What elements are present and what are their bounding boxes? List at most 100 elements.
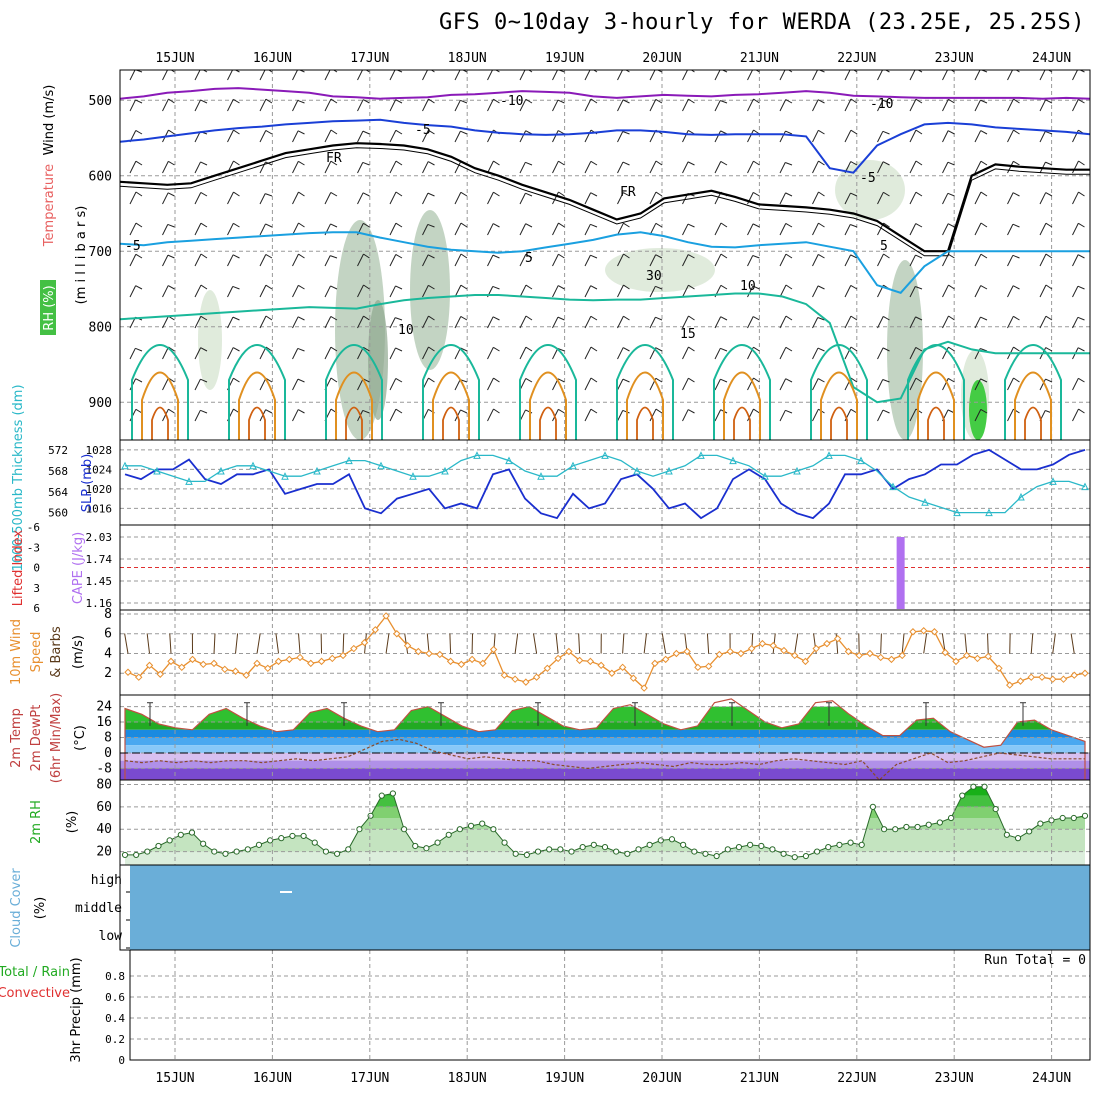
- rh-marker: [1070, 814, 1077, 822]
- wind-barb: [590, 285, 598, 290]
- wind-barb: [428, 346, 435, 352]
- wind-barb: [818, 222, 825, 228]
- wind-speed-marker: [296, 653, 304, 662]
- wind-barb: [1012, 254, 1020, 259]
- rh-marker: [601, 844, 609, 851]
- x-tick-label-top: 20JUN: [642, 51, 681, 66]
- wind-speed-marker: [833, 634, 842, 643]
- wind-speed-marker: [479, 659, 487, 668]
- wind-barb: [363, 253, 370, 259]
- wind-barb: [357, 99, 364, 112]
- wind-barb: [947, 130, 955, 135]
- wind-barb: [1007, 285, 1014, 298]
- wind-barb: [298, 222, 305, 228]
- temp-ylabel-c: (6hr Min/Max): [49, 693, 64, 783]
- wind-barb: [682, 284, 689, 298]
- x-tick-label-bottom: 20JUN: [642, 1071, 681, 1086]
- wind-barb: [324, 192, 332, 205]
- rh-bands: [125, 786, 1085, 852]
- rh-shading: [835, 160, 905, 220]
- wind-barb: [200, 284, 208, 290]
- wind-barb: [817, 378, 825, 383]
- wind-speed-marker: [264, 664, 272, 673]
- wind-barb: [200, 315, 208, 321]
- wind-barb: [850, 254, 858, 259]
- rh-shading: [410, 210, 450, 370]
- wind-speed-marker: [887, 655, 896, 664]
- wind-speed-marker: [704, 662, 713, 671]
- wind-barb: [454, 161, 462, 174]
- wind-speed-marker: [909, 628, 917, 636]
- wind-speed-marker: [790, 651, 799, 660]
- wind-barb: [1007, 129, 1014, 143]
- wind-barb: [200, 409, 208, 414]
- wind-barb: [714, 409, 722, 422]
- wind-barb: [622, 161, 630, 166]
- wind-barb: [974, 70, 981, 81]
- wind-barb: [232, 254, 240, 259]
- rh-marker: [735, 844, 743, 851]
- wind-barb: [877, 99, 884, 112]
- upper-y-tick: 600: [89, 170, 112, 185]
- wind-barb: [129, 254, 137, 267]
- rh-marker: [702, 850, 709, 857]
- wind-barb: [915, 160, 923, 166]
- wind-barb: [980, 378, 988, 383]
- wind-barb: [232, 347, 240, 352]
- precip-legend-total: Total / Rain: [0, 965, 70, 980]
- wind-barb: [850, 224, 858, 228]
- wind-barb: [1039, 222, 1047, 236]
- rh-marker: [412, 842, 419, 850]
- wind-speed-line: [127, 614, 1086, 690]
- wind-barb: [233, 129, 240, 135]
- wind-barb-10m: [923, 633, 928, 654]
- wind-barb: [584, 129, 592, 143]
- temp-band: [125, 737, 1085, 746]
- wind-barb: [747, 255, 754, 267]
- wind-barb: [1078, 191, 1085, 197]
- wind-barb: [162, 346, 169, 360]
- temp-band-cold: [120, 752, 1090, 761]
- rh-marker: [914, 823, 921, 831]
- wind-barb: [330, 192, 338, 197]
- wind-barb: [877, 316, 884, 329]
- wind-speed-marker: [350, 644, 358, 653]
- wind-barb: [519, 284, 527, 298]
- wind-barb: [324, 129, 332, 143]
- rh-marker: [724, 846, 731, 853]
- wind-barb: [552, 222, 559, 236]
- wind-barb: [682, 223, 689, 236]
- wind-barb: [974, 160, 982, 174]
- rh-marker: [613, 848, 620, 855]
- wind-barb: [682, 98, 689, 112]
- wind-barb-10m: [643, 633, 647, 654]
- wind-barb: [812, 222, 819, 236]
- wind-barb: [882, 409, 890, 414]
- wind-barb: [200, 222, 208, 228]
- wind-speed-marker: [221, 665, 229, 674]
- wind-barb: [552, 409, 559, 422]
- wind-barb: [135, 347, 143, 352]
- thickness-marker: [921, 498, 929, 506]
- wind-barb: [1039, 315, 1047, 329]
- wind-barb: [297, 409, 305, 414]
- wind-speed-marker: [188, 655, 197, 664]
- wind-barb: [947, 223, 955, 228]
- wind-barb: [915, 98, 923, 104]
- thickness-marker: [441, 466, 449, 475]
- wind-barb: [194, 410, 201, 422]
- wind-barb: [1077, 254, 1085, 259]
- wind-barb-10m: [256, 633, 261, 654]
- upper-ylabel-rh: RH (%): [42, 285, 57, 330]
- wind-tick: 4: [104, 646, 112, 661]
- wind-barb: [720, 347, 728, 352]
- wind-speed-marker: [715, 650, 724, 659]
- wind-barb: [395, 191, 403, 197]
- thickness-marker: [1017, 492, 1025, 501]
- wind-barb: [519, 130, 527, 143]
- upper-y-tick: 500: [89, 94, 112, 109]
- wind-barb: [844, 129, 852, 143]
- wind-barb: [460, 409, 468, 414]
- wind-barb: [622, 347, 630, 352]
